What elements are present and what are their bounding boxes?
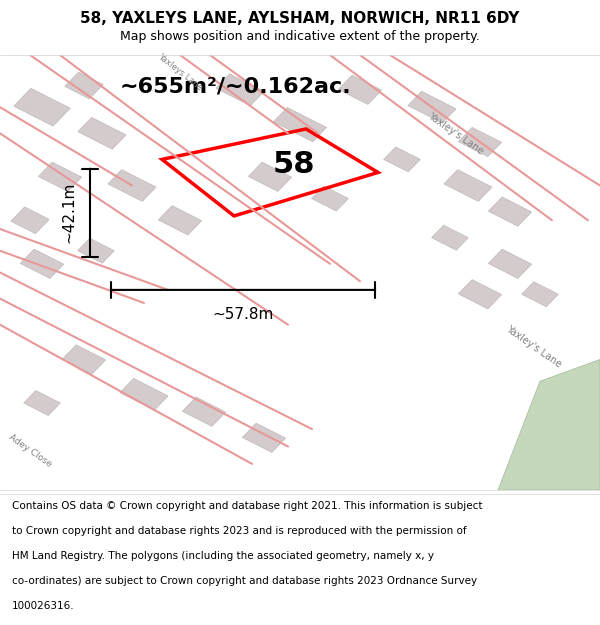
Polygon shape <box>248 162 292 191</box>
Text: Yaxley's Lane: Yaxley's Lane <box>427 111 485 156</box>
Polygon shape <box>458 279 502 309</box>
Text: Contains OS data © Crown copyright and database right 2021. This information is : Contains OS data © Crown copyright and d… <box>12 501 482 511</box>
Text: ~42.1m: ~42.1m <box>62 182 77 243</box>
Polygon shape <box>216 74 264 106</box>
Polygon shape <box>242 423 286 452</box>
Text: Map shows position and indicative extent of the property.: Map shows position and indicative extent… <box>120 30 480 43</box>
Text: ~57.8m: ~57.8m <box>212 308 274 322</box>
Polygon shape <box>38 162 82 191</box>
Polygon shape <box>488 249 532 278</box>
Polygon shape <box>274 107 326 142</box>
Polygon shape <box>65 72 103 99</box>
Polygon shape <box>182 397 226 426</box>
Polygon shape <box>120 379 168 410</box>
Polygon shape <box>78 118 126 149</box>
Polygon shape <box>488 197 532 226</box>
Polygon shape <box>521 282 559 307</box>
Polygon shape <box>11 207 49 234</box>
Text: 100026316.: 100026316. <box>12 601 74 611</box>
Text: to Crown copyright and database rights 2023 and is reproduced with the permissio: to Crown copyright and database rights 2… <box>12 526 467 536</box>
Text: 58, YAXLEYS LANE, AYLSHAM, NORWICH, NR11 6DY: 58, YAXLEYS LANE, AYLSHAM, NORWICH, NR11… <box>80 11 520 26</box>
Text: Adey Close: Adey Close <box>7 432 53 469</box>
Polygon shape <box>311 186 349 211</box>
Polygon shape <box>62 345 106 374</box>
Text: ~655m²/~0.162ac.: ~655m²/~0.162ac. <box>120 77 352 97</box>
Polygon shape <box>431 225 469 250</box>
Polygon shape <box>498 359 600 490</box>
Polygon shape <box>108 169 156 201</box>
Polygon shape <box>383 147 421 172</box>
Polygon shape <box>158 206 202 235</box>
Polygon shape <box>408 91 456 123</box>
Polygon shape <box>20 249 64 278</box>
Polygon shape <box>77 238 115 263</box>
Polygon shape <box>23 391 61 416</box>
Text: 58: 58 <box>273 151 315 179</box>
Text: co-ordinates) are subject to Crown copyright and database rights 2023 Ordnance S: co-ordinates) are subject to Crown copyr… <box>12 576 477 586</box>
Text: Yaxley's Lane: Yaxley's Lane <box>505 324 563 369</box>
Text: Yaxleys Lane: Yaxleys Lane <box>156 52 204 92</box>
Text: HM Land Registry. The polygons (including the associated geometry, namely x, y: HM Land Registry. The polygons (includin… <box>12 551 434 561</box>
Polygon shape <box>338 75 382 104</box>
Polygon shape <box>458 127 502 157</box>
Polygon shape <box>14 88 70 126</box>
Polygon shape <box>444 169 492 201</box>
